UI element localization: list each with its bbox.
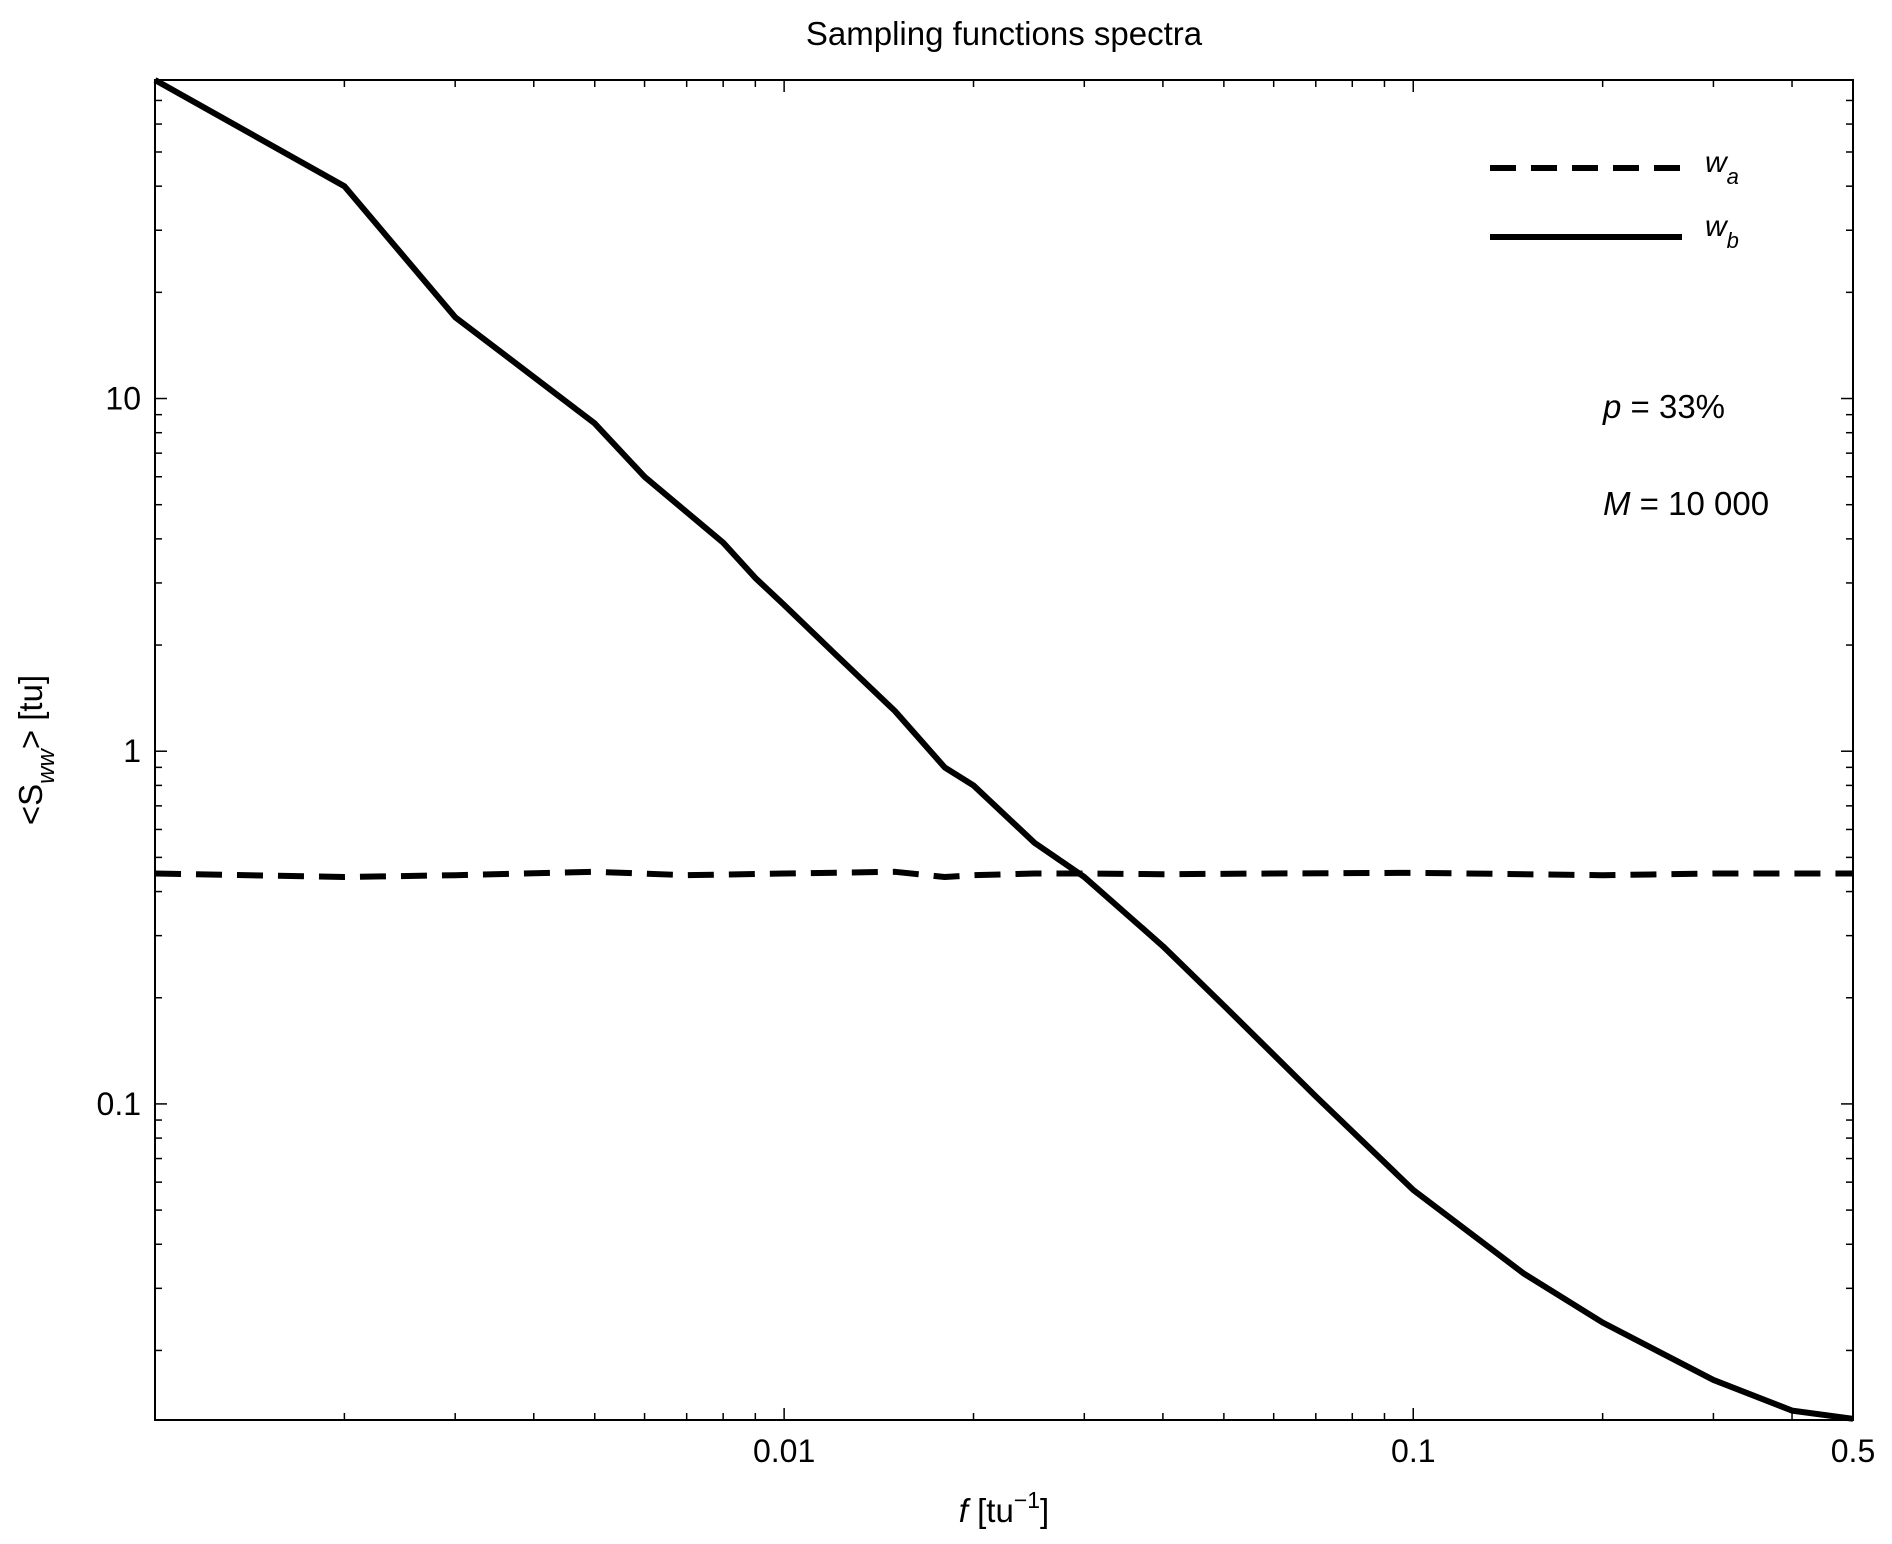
chart-title: Sampling functions spectra — [806, 15, 1203, 52]
legend-label-wb: wb — [1705, 210, 1739, 253]
y-tick-label: 0.1 — [97, 1086, 141, 1122]
x-axis-label: f [tu−1] — [959, 1487, 1049, 1529]
plot-frame — [154, 79, 1854, 1421]
annotation-p: p = 33% — [1602, 388, 1725, 425]
y-tick-label: 10 — [105, 381, 141, 417]
y-axis-label: <Sww> [tu] — [12, 675, 60, 825]
x-tick-label: 0.1 — [1391, 1433, 1435, 1469]
series-line-wa — [154, 868, 1853, 880]
annotation-m: M = 10 000 — [1603, 485, 1769, 522]
legend-label-wa: wa — [1705, 146, 1739, 189]
x-tick-label: 0.01 — [753, 1433, 815, 1469]
series-line-wb — [153, 77, 1854, 1422]
y-tick-label: 1 — [123, 733, 141, 769]
x-tick-label: 0.5 — [1831, 1433, 1875, 1469]
y-axis-ticks: 10 1 0.1 — [97, 79, 1853, 1352]
x-axis-ticks: 0.01 0.1 0.5 — [154, 80, 1875, 1469]
series-layer — [153, 77, 1854, 1422]
legend: wa wb — [1490, 146, 1739, 253]
